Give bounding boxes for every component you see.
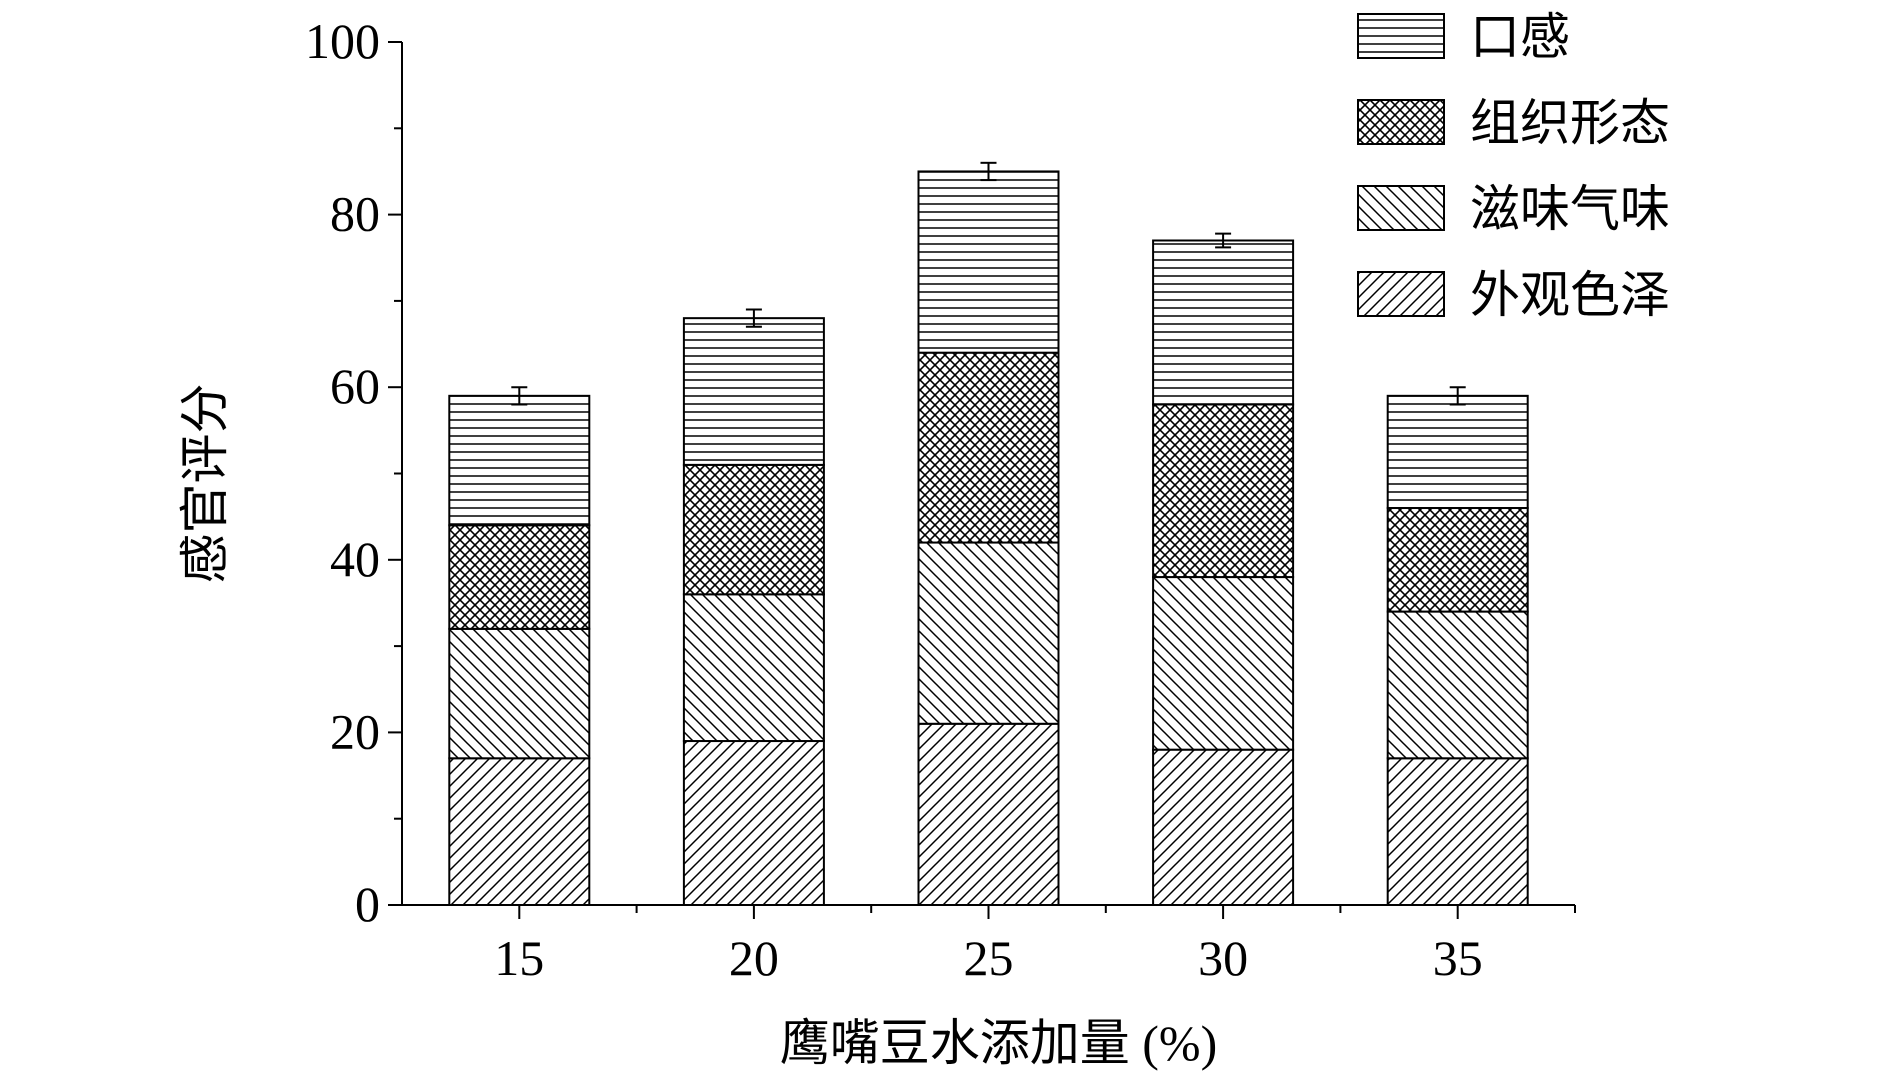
bar-segment-3 (1152, 403, 1295, 579)
bar-segment-4 (448, 394, 591, 527)
y-tick-label: 0 (355, 876, 380, 932)
y-tick-label: 40 (330, 531, 380, 587)
y-tick-label: 60 (330, 358, 380, 414)
bar-segment-3 (448, 524, 591, 630)
bar-segment-4 (682, 317, 825, 466)
bar-segment-1 (1386, 757, 1529, 906)
bar-segment-2 (682, 593, 825, 743)
x-tick-label: 35 (1433, 930, 1483, 986)
bar-segment-4 (1152, 239, 1295, 406)
legend-label: 口感 (1470, 9, 1570, 65)
bar-segment-4 (1386, 394, 1529, 510)
bar-segment-3 (1386, 507, 1529, 613)
x-tick-label: 15 (494, 930, 544, 986)
legend-swatch (1357, 271, 1445, 317)
legend-label: 组织形态 (1470, 95, 1670, 151)
y-axis: 0 20 40 60 80 100 (305, 13, 403, 932)
bar-segment-3 (682, 463, 825, 596)
legend-swatch (1357, 185, 1445, 231)
legend-swatch (1357, 99, 1445, 145)
x-tick-label: 25 (964, 930, 1014, 986)
y-tick-label: 20 (330, 703, 380, 759)
y-tick-label: 80 (330, 186, 380, 242)
bar-segment-1 (1152, 748, 1295, 906)
bar-segment-3 (917, 351, 1060, 544)
x-tick-label: 20 (729, 930, 779, 986)
legend-swatch (1357, 13, 1445, 59)
error-bars-layer (511, 161, 1466, 406)
x-axis-title: 鹰嘴豆水添加量 (%) (780, 1015, 1217, 1071)
legend-label: 滋味气味 (1470, 181, 1670, 237)
bar-segment-2 (448, 627, 591, 760)
bar-segment-2 (917, 541, 1060, 725)
y-axis-title: 感官评分 (177, 384, 233, 584)
bar-segment-2 (1386, 610, 1529, 760)
y-tick-label: 100 (305, 13, 380, 69)
bar-segment-1 (682, 740, 825, 907)
x-axis: 15 20 25 30 35 (402, 904, 1576, 986)
legend-label: 外观色泽 (1470, 267, 1670, 323)
x-tick-label: 30 (1198, 930, 1248, 986)
bar-segment-1 (917, 722, 1060, 907)
bar-segment-1 (448, 757, 591, 906)
bar-segment-2 (1152, 576, 1295, 751)
bar-segment-4 (917, 170, 1060, 354)
bars-layer (448, 170, 1529, 907)
